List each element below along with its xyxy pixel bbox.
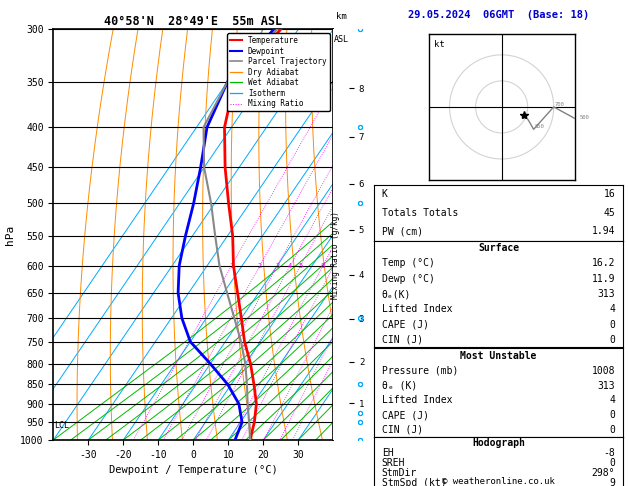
Text: PW (cm): PW (cm) (382, 226, 423, 236)
Text: Temp (°C): Temp (°C) (382, 259, 435, 268)
Text: Totals Totals: Totals Totals (382, 208, 458, 218)
Title: 40°58'N  28°49'E  55m ASL: 40°58'N 28°49'E 55m ASL (104, 15, 282, 28)
Text: 16: 16 (603, 189, 615, 199)
Text: Surface: Surface (478, 243, 519, 253)
Text: K: K (382, 189, 387, 199)
Text: 8: 8 (321, 262, 325, 269)
Text: Most Unstable: Most Unstable (460, 351, 537, 361)
X-axis label: Dewpoint / Temperature (°C): Dewpoint / Temperature (°C) (109, 465, 278, 475)
Text: 4: 4 (610, 395, 615, 405)
Text: θₑ(K): θₑ(K) (382, 289, 411, 299)
Text: 9: 9 (610, 478, 615, 486)
Text: 3: 3 (276, 262, 279, 269)
Text: 1: 1 (230, 262, 233, 269)
Text: 0: 0 (610, 425, 615, 435)
Text: 700: 700 (555, 102, 565, 106)
Text: Pressure (mb): Pressure (mb) (382, 365, 458, 376)
Text: Hodograph: Hodograph (472, 437, 525, 448)
Text: 850: 850 (535, 124, 545, 129)
Y-axis label: hPa: hPa (4, 225, 14, 244)
Text: CAPE (J): CAPE (J) (382, 320, 429, 330)
Text: 29.05.2024  06GMT  (Base: 18): 29.05.2024 06GMT (Base: 18) (408, 10, 589, 19)
Text: 500: 500 (580, 115, 589, 120)
Text: θₑ (K): θₑ (K) (382, 381, 417, 391)
Text: 0: 0 (610, 320, 615, 330)
Text: StmDir: StmDir (382, 468, 417, 478)
Text: 1008: 1008 (592, 365, 615, 376)
Text: 5: 5 (298, 262, 303, 269)
Text: Lifted Index: Lifted Index (382, 304, 452, 314)
Text: Lifted Index: Lifted Index (382, 395, 452, 405)
Text: © weatheronline.co.uk: © weatheronline.co.uk (442, 477, 555, 486)
Text: Dewp (°C): Dewp (°C) (382, 274, 435, 284)
Text: 16.2: 16.2 (592, 259, 615, 268)
Text: SREH: SREH (382, 458, 405, 468)
Text: 298°: 298° (592, 468, 615, 478)
Text: 0: 0 (610, 458, 615, 468)
Text: ASL: ASL (334, 35, 348, 44)
Text: kt: kt (434, 40, 445, 49)
Text: -8: -8 (603, 448, 615, 458)
Text: StmSpd (kt): StmSpd (kt) (382, 478, 447, 486)
Text: 4: 4 (610, 304, 615, 314)
Text: Mixing Ratio (g/kg): Mixing Ratio (g/kg) (331, 211, 340, 299)
Text: LCL: LCL (55, 421, 70, 431)
Text: 1.94: 1.94 (592, 226, 615, 236)
Text: CIN (J): CIN (J) (382, 335, 423, 345)
Text: 0: 0 (610, 335, 615, 345)
Text: 45: 45 (603, 208, 615, 218)
Text: CIN (J): CIN (J) (382, 425, 423, 435)
Text: 11.9: 11.9 (592, 274, 615, 284)
Text: 0: 0 (610, 410, 615, 420)
Text: km: km (336, 12, 347, 21)
Legend: Temperature, Dewpoint, Parcel Trajectory, Dry Adiabat, Wet Adiabat, Isotherm, Mi: Temperature, Dewpoint, Parcel Trajectory… (227, 33, 330, 111)
Text: CAPE (J): CAPE (J) (382, 410, 429, 420)
Text: 4: 4 (288, 262, 292, 269)
Text: 2: 2 (258, 262, 262, 269)
Text: 313: 313 (598, 381, 615, 391)
Text: 313: 313 (598, 289, 615, 299)
Text: EH: EH (382, 448, 394, 458)
